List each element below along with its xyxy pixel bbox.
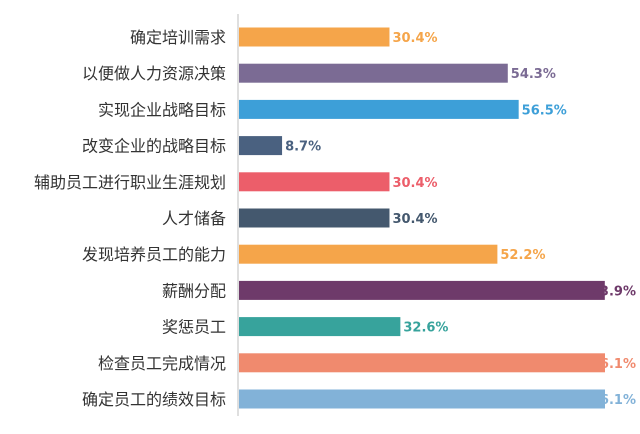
bar	[239, 27, 390, 47]
data-label: 8.7%	[285, 140, 321, 155]
category-label: 改变企业的战略目标	[82, 137, 226, 156]
data-label: 54.3%	[511, 67, 556, 82]
category-label: 实现企业战略目标	[98, 100, 226, 119]
bar	[239, 63, 508, 83]
bar	[239, 389, 605, 409]
bar	[239, 353, 605, 373]
bar	[239, 136, 283, 156]
category-label: 以便做人力资源决策	[82, 64, 226, 83]
category-label: 发现培养员工的能力	[82, 245, 226, 264]
data-label: 76.1%	[591, 357, 636, 372]
data-label: 52.2%	[500, 248, 545, 263]
bar	[239, 99, 519, 119]
category-label: 奖惩员工	[162, 318, 226, 337]
data-label: 30.4%	[392, 31, 437, 46]
bar	[239, 172, 390, 192]
bar	[239, 244, 498, 264]
data-label: 30.4%	[392, 176, 437, 191]
category-label: 辅助员工进行职业生涯规划	[34, 173, 226, 192]
data-label: 32.6%	[403, 321, 448, 336]
data-label: 30.4%	[392, 212, 437, 227]
bar	[239, 317, 401, 337]
category-label: 确定培训需求	[130, 28, 226, 47]
category-label: 确定员工的绩效目标	[82, 390, 226, 409]
data-label: 56.5%	[522, 103, 567, 118]
data-label: 76.1%	[591, 393, 636, 408]
category-label: 薪酬分配	[162, 281, 226, 300]
bar	[239, 280, 605, 300]
category-label: 检查员工完成情况	[98, 354, 226, 373]
data-label: 73.9%	[591, 284, 636, 299]
bar	[239, 208, 390, 228]
category-label: 人才储备	[162, 209, 226, 228]
